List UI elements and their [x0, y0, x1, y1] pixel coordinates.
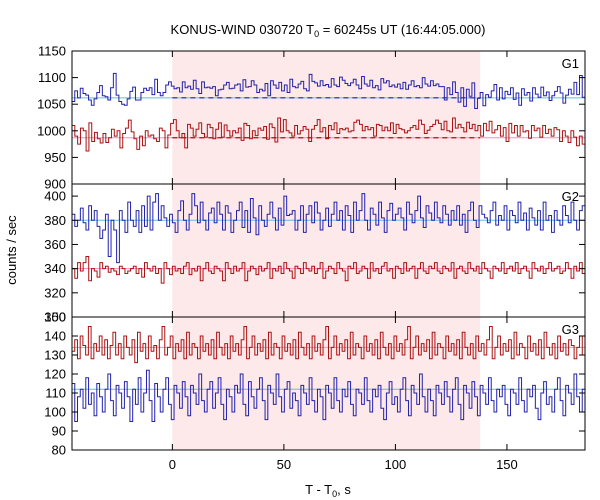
panel-label: G1 — [562, 56, 579, 71]
series-red-g1 — [72, 117, 585, 152]
panel-g2: 300 320 340 360 380 400 G2 — [44, 183, 586, 325]
y-tick-label: 150 — [44, 310, 66, 325]
y-tick-label: 1100 — [38, 70, 66, 85]
x-tick-label: 100 — [385, 457, 407, 472]
y-tick-label: 320 — [44, 285, 66, 300]
y-tick-label: 140 — [44, 329, 66, 344]
y-tick-label: 90 — [52, 424, 66, 439]
x-tick-label: 50 — [277, 457, 291, 472]
panel-g3: 80 90 100 110 120 130 140 150 G3 — [44, 310, 586, 458]
series-blue-g1 — [72, 72, 585, 109]
y-tick-label: 120 — [44, 367, 66, 382]
panel-g1: 900 950 1000 1050 1100 1150 G1 — [37, 44, 586, 192]
y-tick-label: 400 — [44, 189, 66, 204]
y-tick-label: 1050 — [37, 97, 66, 112]
y-tick-label: 380 — [44, 213, 66, 228]
series-red-g2 — [72, 256, 585, 284]
y-tick-label: 100 — [44, 405, 66, 420]
y-tick-label: 1150 — [38, 44, 66, 59]
y-tick-label: 110 — [45, 386, 66, 401]
highlight-interval — [172, 51, 481, 450]
y-tick-label: 300 — [44, 310, 66, 325]
series-blue-g2 — [72, 193, 585, 264]
x-tick-label: 0 — [169, 457, 176, 472]
y-axis-title: counts / sec — [4, 215, 19, 285]
y-tick-label: 340 — [44, 261, 66, 276]
panel-frame — [71, 316, 586, 451]
y-tick-label: 130 — [44, 348, 66, 363]
series-blue-g3 — [72, 369, 585, 422]
y-tick-label: 950 — [44, 150, 66, 165]
y-tick-label: 1000 — [37, 123, 66, 138]
panel-label: G3 — [562, 322, 579, 337]
chart-title: KONUS-WIND 030720 T0 = 60245s UT (16:44:… — [171, 22, 486, 39]
y-tick-label: 80 — [52, 443, 66, 458]
y-tick-label: 360 — [44, 237, 66, 252]
panel-label: G2 — [562, 189, 579, 204]
x-axis-title: T - T0, s — [305, 482, 351, 499]
x-tick-label: 150 — [496, 457, 518, 472]
series-red-g3 — [72, 326, 585, 364]
y-tick-label: 900 — [44, 177, 66, 192]
